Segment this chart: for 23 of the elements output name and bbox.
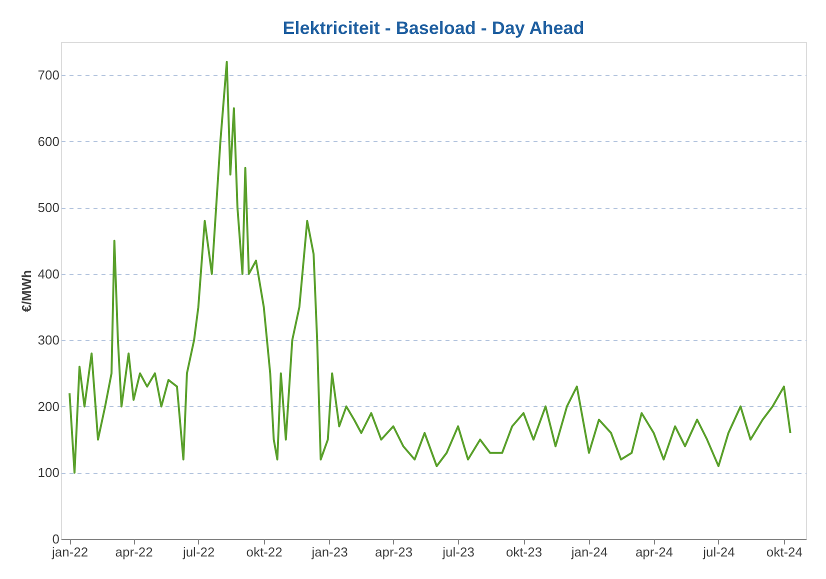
x-tick-label: jan-22: [50, 544, 88, 560]
y-tick-label: 300: [38, 332, 60, 348]
x-tick-label: apr-23: [375, 544, 413, 560]
x-tick-label: jan-24: [570, 544, 608, 560]
y-tick-label: 600: [38, 134, 60, 149]
x-tick-label: okt-22: [246, 544, 282, 560]
x-tick-label: jul-23: [442, 544, 474, 560]
y-tick-label: 400: [38, 266, 60, 282]
y-tick-label: 200: [38, 398, 60, 414]
x-tick-label: apr-22: [115, 544, 153, 560]
line-series: [68, 60, 792, 474]
x-tick-label: jul-22: [182, 544, 215, 560]
y-tick-label: 500: [38, 200, 60, 216]
x-tick-label: okt-23: [506, 544, 542, 560]
x-tick-label: jan-23: [310, 544, 348, 560]
y-tick-label: 0: [52, 532, 60, 546]
chart-title: Elektriciteit - Baseload - Day Ahead: [282, 18, 584, 38]
x-tick-label: apr-24: [635, 544, 674, 560]
x-tick-label: okt-24: [766, 544, 803, 560]
y-axis-title: €/MWh: [18, 270, 34, 312]
y-tick-label: 700: [38, 68, 60, 83]
x-tick-label: jul-24: [702, 544, 735, 560]
y-tick-label: 100: [38, 465, 60, 480]
